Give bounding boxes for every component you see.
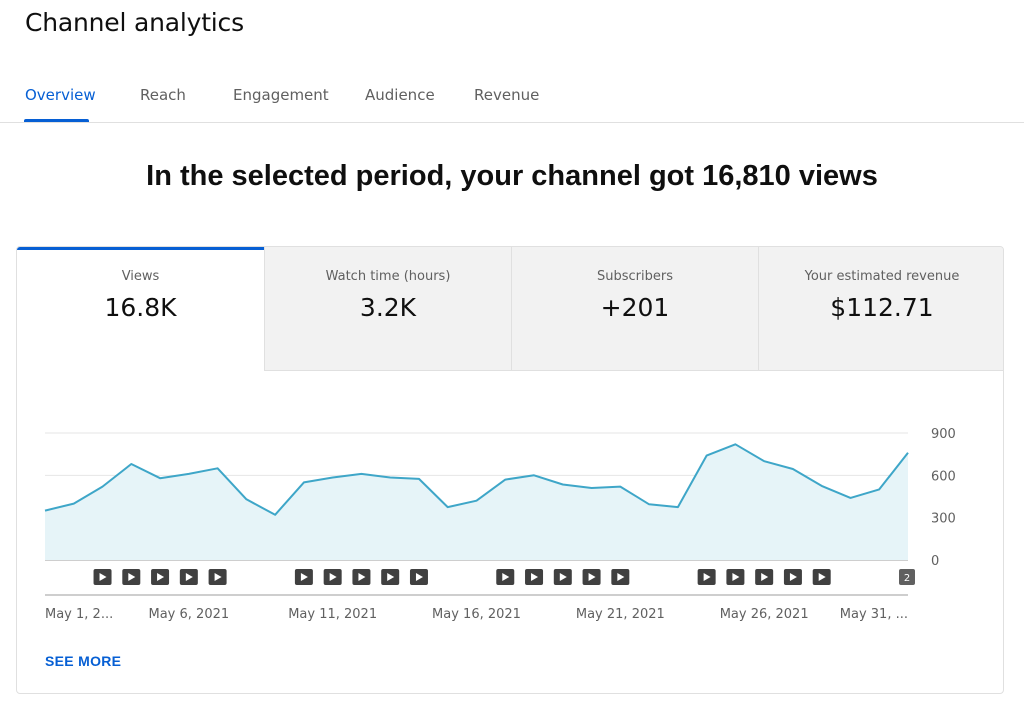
tab-reach[interactable]: Reach [140,86,186,104]
tab-overview[interactable]: Overview [25,86,96,104]
play-icon-glyph [300,573,308,581]
y-tick-label: 900 [931,427,956,442]
metric-label: Subscribers [597,269,673,284]
play-icon-glyph [789,573,797,581]
tab-revenue[interactable]: Revenue [474,86,540,104]
play-icon-glyph [185,573,193,581]
play-icon-glyph [99,573,107,581]
x-tick-label: May 16, 2021 [432,607,521,622]
metric-tab-subscribers[interactable]: Subscribers +201 [511,247,758,371]
y-tick-label: 0 [931,554,939,569]
x-tick-label: May 21, 2021 [576,607,665,622]
metric-value: 16.8K [104,293,177,322]
tab-audience[interactable]: Audience [365,86,435,104]
count-badge[interactable] [899,569,915,585]
play-icon-glyph [214,573,222,581]
active-tab-indicator [24,119,89,122]
metric-label: Views [121,269,160,284]
x-tick-label: May 6, 2021 [149,607,230,622]
metric-label: Watch time (hours) [325,269,451,284]
summary-headline: In the selected period, your channel got… [146,160,878,192]
metric-tabs: Views 16.8K Watch time (hours) 3.2K Subs… [17,247,1003,371]
metric-tab-watch-time[interactable]: Watch time (hours) 3.2K [264,247,511,371]
play-icon-glyph [128,573,136,581]
play-icon-glyph [761,573,769,581]
metric-label: Your estimated revenue [804,269,960,284]
play-icon-glyph [617,573,625,581]
play-icon-glyph [732,573,740,581]
count-badge-label: 2 [904,573,910,584]
play-icon-glyph [502,573,510,581]
play-icon-glyph [387,573,395,581]
play-icon-glyph [559,573,567,581]
x-tick-label: May 31, ... [840,607,908,622]
tab-engagement[interactable]: Engagement [233,86,329,104]
page-title: Channel analytics [25,8,244,37]
x-tick-label: May 1, 2... [45,607,113,622]
metric-value: 3.2K [359,293,417,322]
y-tick-label: 600 [931,469,956,484]
play-icon-glyph [329,573,337,581]
metric-value: $112.71 [830,293,934,322]
x-tick-label: May 11, 2021 [288,607,377,622]
play-icon-glyph [703,573,711,581]
metric-tab-views[interactable]: Views 16.8K [17,247,264,371]
views-chart: 900 600 300 0 2 May 1, 2... May 6, 2021 May 11,… [44,427,956,622]
play-icon-glyph [531,573,539,581]
see-more-link[interactable]: SEE MORE [45,653,122,669]
play-icon-glyph [415,573,423,581]
metric-value: +201 [600,293,670,322]
x-tick-label: May 26, 2021 [720,607,809,622]
y-tick-label: 300 [931,512,956,527]
metric-tab-revenue[interactable]: Your estimated revenue $112.71 [758,247,1003,371]
play-icon-glyph [588,573,596,581]
metrics-card: Views 16.8K Watch time (hours) 3.2K Subs… [16,246,1004,694]
play-icon-glyph [358,573,366,581]
play-icon-glyph [157,573,165,581]
tab-bar: Overview Reach Engagement Audience Reven… [0,70,1024,123]
play-icon-glyph [818,573,826,581]
views-area [45,444,908,560]
